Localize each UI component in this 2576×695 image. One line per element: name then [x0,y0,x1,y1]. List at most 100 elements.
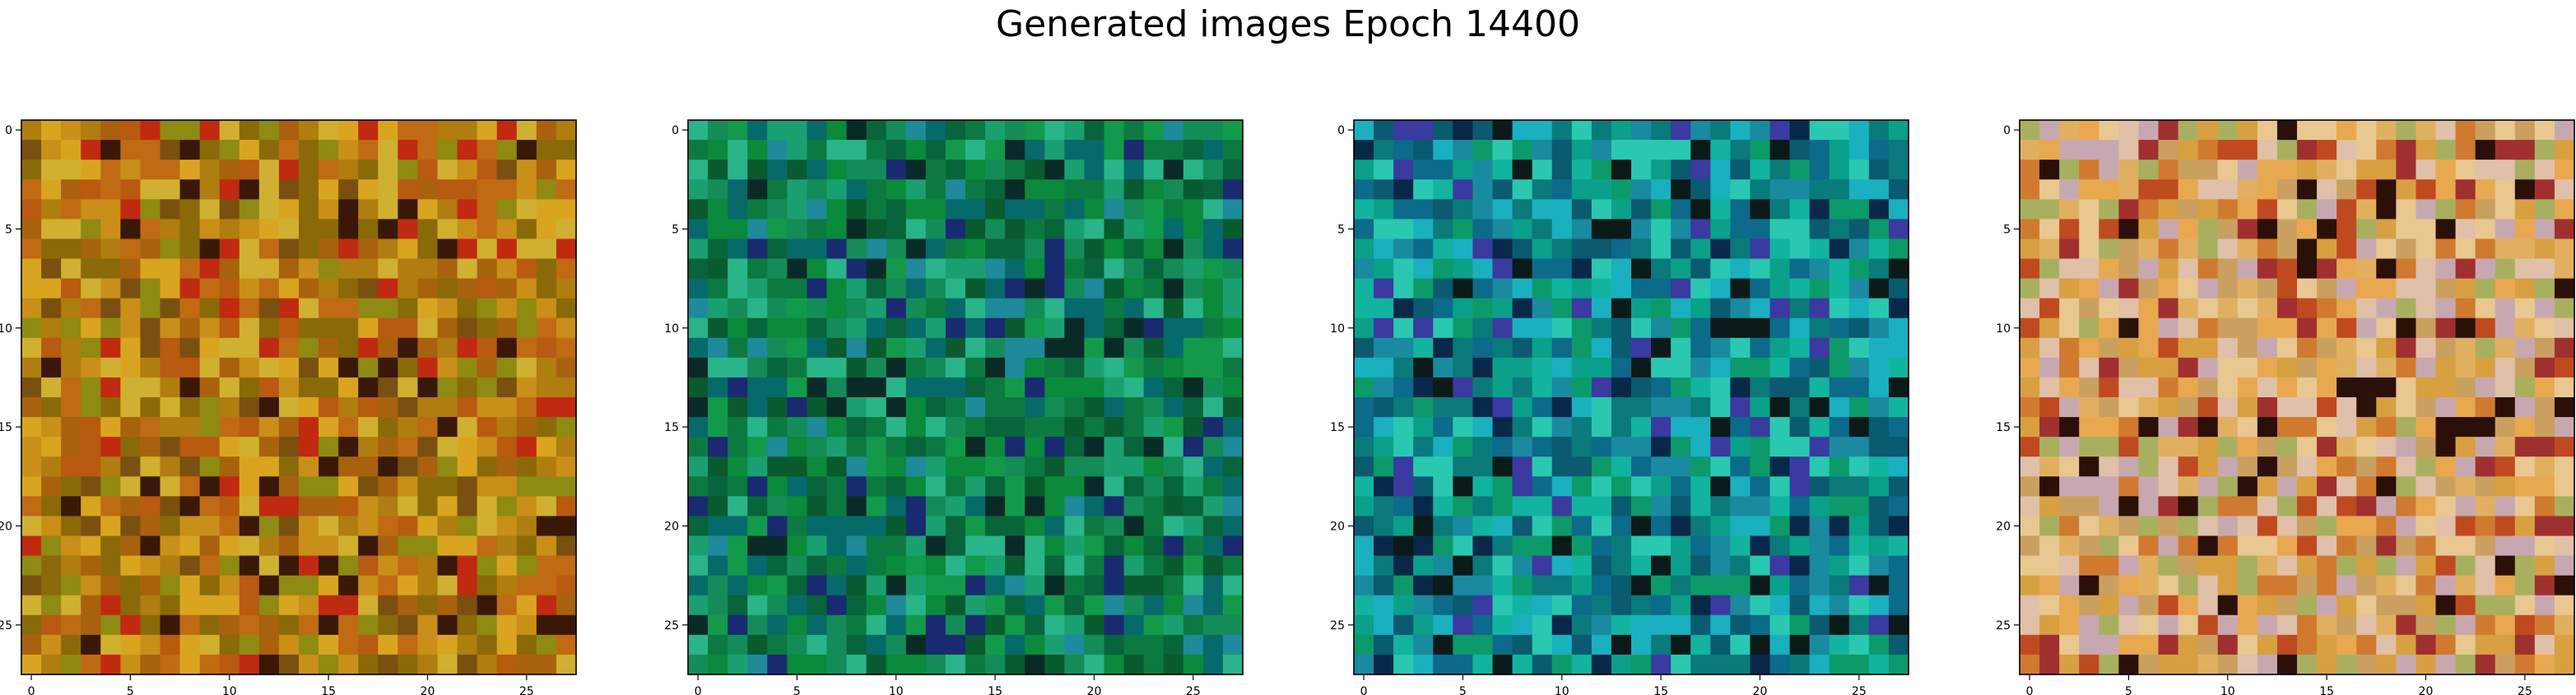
pixel-cell [1532,536,1553,557]
pixel-cell [1730,496,1751,517]
pixel-cell [2436,219,2457,239]
pixel-cell [1005,516,1025,536]
pixel-cell [1770,239,1791,259]
pixel-cell [787,496,807,517]
pixel-cell [1611,120,1632,141]
pixel-cell [2277,655,2298,675]
pixel-cell [458,160,478,180]
pixel-cell [2396,576,2416,596]
pixel-cell [886,378,907,398]
pixel-cell [477,239,498,259]
pixel-cell [1730,516,1751,536]
pixel-cell [537,219,557,239]
pixel-cell [61,615,81,636]
pixel-cell [1710,456,1731,477]
pixel-cell [1104,358,1125,378]
pixel-cell [2277,378,2298,398]
pixel-cell [2476,160,2496,180]
pixel-cell [180,318,201,339]
pixel-cell [1124,299,1145,319]
pixel-cell [279,259,300,280]
pixel-cell [1203,615,1224,636]
pixel-cell [1084,437,1104,457]
pixel-cell [2099,615,2119,636]
pixel-cell [1611,160,1632,180]
pixel-cell [1044,160,1065,180]
pixel-cell [1084,219,1104,239]
pixel-cell [2099,160,2119,180]
pixel-cell [2238,299,2258,319]
pixel-cell [1830,120,1850,141]
pixel-cell [1223,576,1244,596]
pixel-cell [1374,259,1394,280]
pixel-cell [378,378,398,398]
pixel-cell [21,576,42,596]
pixel-cell [299,140,319,160]
pixel-cell [926,140,946,160]
pixel-cell [2257,140,2278,160]
pixel-cell [1671,417,1691,438]
pixel-cell [160,456,181,477]
pixel-cell [2376,476,2397,497]
pixel-cell [358,655,379,675]
pixel-cell [1144,219,1165,239]
pixel-cell [398,199,418,220]
pixel-cell [140,179,160,200]
pixel-cell [2178,496,2199,517]
pixel-cell [2178,417,2199,438]
pixel-cell [1572,179,1593,200]
pixel-cell [2495,576,2516,596]
pixel-cell [1393,259,1414,280]
pixel-cell [1810,259,1830,280]
pixel-cell [807,635,827,656]
pixel-cell [2218,259,2239,280]
pixel-cell [41,338,62,359]
pixel-cell [2020,437,2040,457]
pixel-cell [1493,259,1514,280]
pixel-cell [1750,318,1770,339]
pixel-cell [1453,576,1473,596]
pixel-cell [180,219,201,239]
pixel-cell [1611,299,1632,319]
pixel-cell [2436,179,2457,200]
pixel-cell [1592,635,1612,656]
pixel-cell [378,259,398,280]
pixel-cell [2356,635,2377,656]
pixel-cell [1810,338,1830,359]
pixel-cell [239,556,260,577]
pixel-cell [2317,239,2337,259]
pixel-cell [2138,299,2159,319]
pixel-cell [985,120,1006,141]
pixel-cell [906,456,927,477]
pixel-cell [946,615,966,636]
pixel-cell [1651,120,1672,141]
pixel-cell [200,437,221,457]
pixel-cell [2555,120,2575,141]
pixel-cell [140,595,160,616]
pixel-cell [61,397,81,418]
pixel-cell [2476,456,2496,477]
pixel-cell [120,576,141,596]
pixel-cell [2059,556,2080,577]
pixel-cell [1849,140,1870,160]
pixel-cell [2495,397,2516,418]
pixel-cell [2099,219,2119,239]
pixel-cell [2396,378,2416,398]
pixel-cell [1433,160,1453,180]
pixel-cell [2218,595,2239,616]
pixel-cell [279,378,300,398]
pixel-cell [1064,437,1085,457]
pixel-cell [1472,536,1493,557]
pixel-cell [2495,239,2516,259]
pixel-cell [517,437,537,457]
pixel-cell [965,338,986,359]
pixel-cell [1869,536,1890,557]
pixel-cell [160,417,181,438]
pixel-cell [1889,655,1909,675]
pixel-cell [1849,279,1870,299]
pixel-cell [2396,615,2416,636]
pixel-cell [1631,318,1652,339]
pixel-cell [477,259,498,280]
pixel-cell [2337,516,2357,536]
pixel-cell [100,378,121,398]
